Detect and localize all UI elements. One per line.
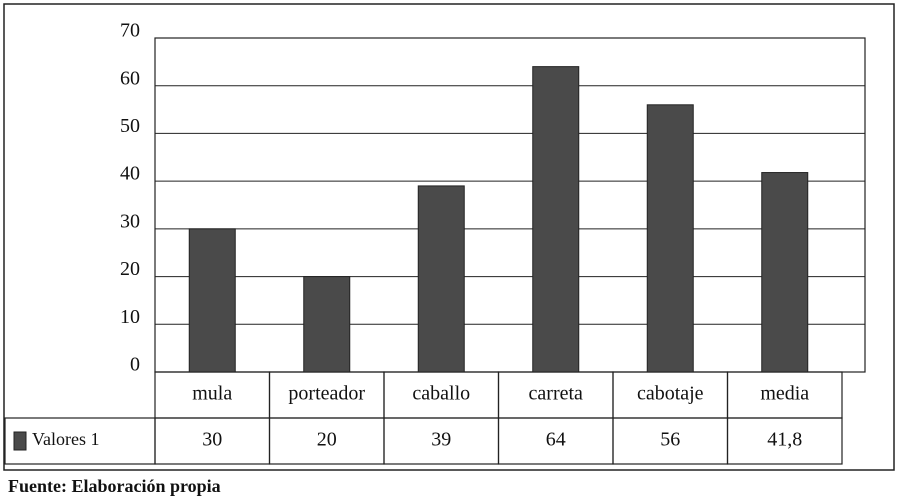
y-tick-label: 20: [120, 258, 140, 280]
table-value: 30: [202, 429, 222, 451]
legend-label: Valores 1: [32, 429, 99, 449]
table-value: 39: [431, 429, 451, 451]
x-tick-label: mula: [192, 383, 232, 405]
legend-key: [13, 431, 27, 451]
y-tick-label: 0: [130, 354, 140, 376]
x-tick-label: media: [760, 383, 809, 405]
y-tick-label: 10: [120, 306, 140, 328]
y-tick-label: 50: [120, 115, 140, 137]
plot-border: [154, 37, 866, 373]
x-tick-label: cabotaje: [637, 383, 704, 405]
x-tick-label: carreta: [529, 383, 584, 405]
bar: [417, 185, 465, 373]
table-value: 64: [546, 429, 566, 451]
x-tick-label: porteador: [288, 383, 365, 405]
bar: [646, 104, 694, 373]
table-value: 20: [317, 429, 337, 451]
table-value: 41,8: [767, 429, 802, 451]
bar: [188, 228, 236, 373]
y-tick-label: 40: [120, 163, 140, 185]
y-tick-label: 70: [120, 20, 140, 42]
bar: [761, 172, 809, 373]
table-cell: [726, 417, 843, 465]
x-tick-label: caballo: [412, 383, 470, 405]
y-tick-label: 30: [120, 210, 140, 232]
table-value: 56: [660, 429, 680, 451]
chart-border: [3, 3, 895, 471]
bar: [303, 276, 351, 373]
source-note: Fuente: Elaboración propia: [8, 476, 221, 496]
bar: [532, 66, 580, 373]
y-tick-label: 60: [120, 67, 140, 89]
